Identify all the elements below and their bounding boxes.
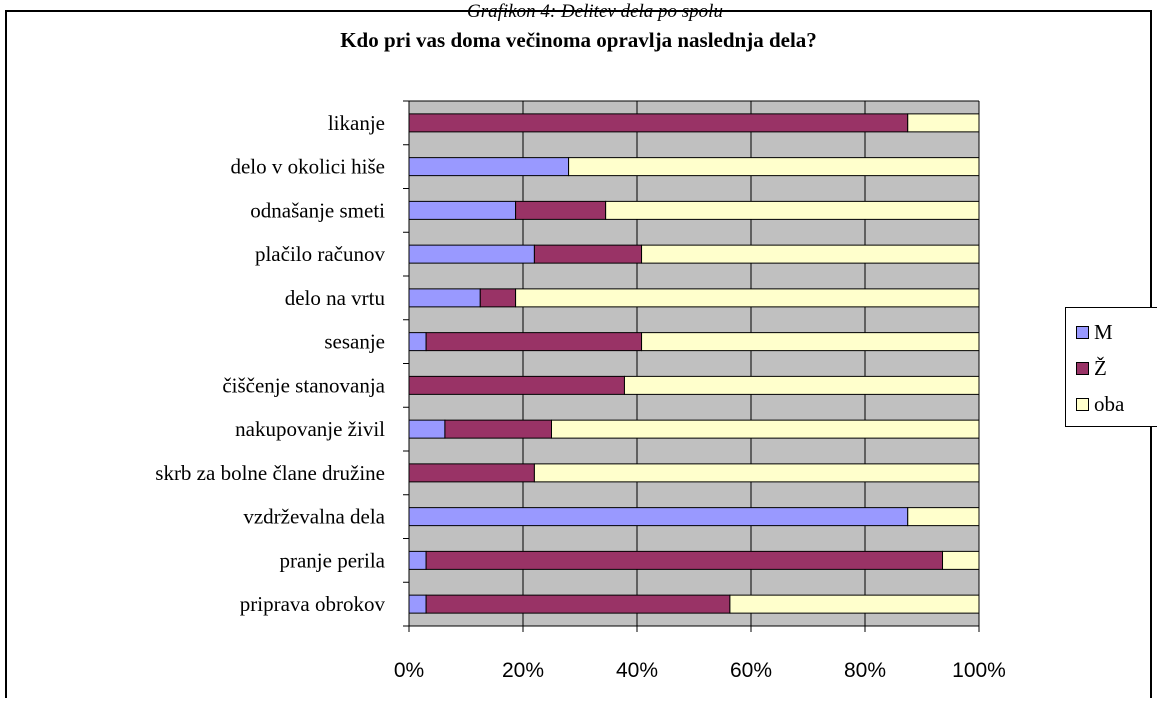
- bar-z-3: [533, 244, 643, 264]
- bar-z-5: [425, 332, 643, 352]
- bar-oba-1: [568, 157, 980, 177]
- bar-oba-3: [641, 244, 980, 264]
- category-label: vzdrževalna dela: [243, 505, 385, 529]
- bar-z-6: [408, 375, 625, 395]
- legend-swatch-m: [1076, 325, 1089, 339]
- bar-m-9: [408, 507, 909, 527]
- category-label: delo v okolici hiše: [230, 155, 385, 179]
- category-label: odnašanje smeti: [250, 198, 385, 222]
- bar-oba-5: [641, 332, 980, 352]
- cut-caption: Grafikon 4: Delitev dela po spolu: [467, 1, 723, 22]
- bar-oba-11: [729, 594, 980, 614]
- category-label: čiščenje stanovanja: [222, 373, 385, 397]
- bar-z-11: [425, 594, 731, 614]
- category-label: delo na vrtu: [285, 286, 386, 310]
- bar-oba-0: [907, 113, 980, 133]
- x-tick-label: 100%: [952, 659, 1006, 682]
- category-label: priprava obrokov: [240, 592, 386, 616]
- category-label: sesanje: [324, 330, 385, 354]
- category-label: likanje: [328, 111, 385, 135]
- bar-m-5: [408, 332, 427, 352]
- bar-oba-6: [623, 375, 980, 395]
- bar-z-7: [444, 419, 552, 439]
- category-label: pranje perila: [279, 548, 385, 572]
- chart-title: Kdo pri vas doma večinoma opravlja nasle…: [340, 28, 817, 52]
- x-tick-label: 80%: [844, 659, 886, 682]
- bar-m-3: [408, 244, 535, 264]
- bar-m-2: [408, 200, 517, 220]
- bar-m-4: [408, 288, 481, 308]
- x-tick-label: 60%: [730, 659, 772, 682]
- legend-swatch-z: [1076, 361, 1089, 375]
- bar-oba-9: [907, 507, 980, 527]
- bar-m-10: [408, 550, 427, 570]
- bar-m-1: [408, 157, 570, 177]
- category-label: plačilo računov: [255, 242, 386, 266]
- bar-z-4: [479, 288, 517, 308]
- x-tick-label: 40%: [616, 659, 658, 682]
- bar-oba-8: [533, 463, 980, 483]
- x-tick-label: 0%: [394, 659, 424, 682]
- bar-z-0: [408, 113, 909, 133]
- legend-label-m: M: [1094, 319, 1113, 344]
- x-tick-label: 20%: [502, 659, 544, 682]
- bar-m-11: [408, 594, 427, 614]
- bar-oba-2: [605, 200, 980, 220]
- category-label: nakupovanje živil: [235, 417, 385, 441]
- category-label: skrb za bolne člane družine: [155, 461, 385, 485]
- legend-label-oba: oba: [1094, 391, 1125, 416]
- bar-oba-7: [551, 419, 980, 439]
- legend-label-z: Ž: [1094, 355, 1107, 380]
- bar-z-2: [515, 200, 607, 220]
- bar-oba-10: [942, 550, 980, 570]
- bar-z-8: [408, 463, 535, 483]
- bar-oba-4: [515, 288, 980, 308]
- bar-m-7: [408, 419, 446, 439]
- legend-item-oba: oba: [1076, 392, 1124, 416]
- legend-swatch-oba: [1076, 397, 1089, 411]
- legend-item-m: M: [1076, 320, 1113, 344]
- bar-z-10: [425, 550, 944, 570]
- legend-item-z: Ž: [1076, 356, 1107, 380]
- plot-area: [409, 101, 979, 626]
- legend: M Ž oba: [1065, 307, 1157, 427]
